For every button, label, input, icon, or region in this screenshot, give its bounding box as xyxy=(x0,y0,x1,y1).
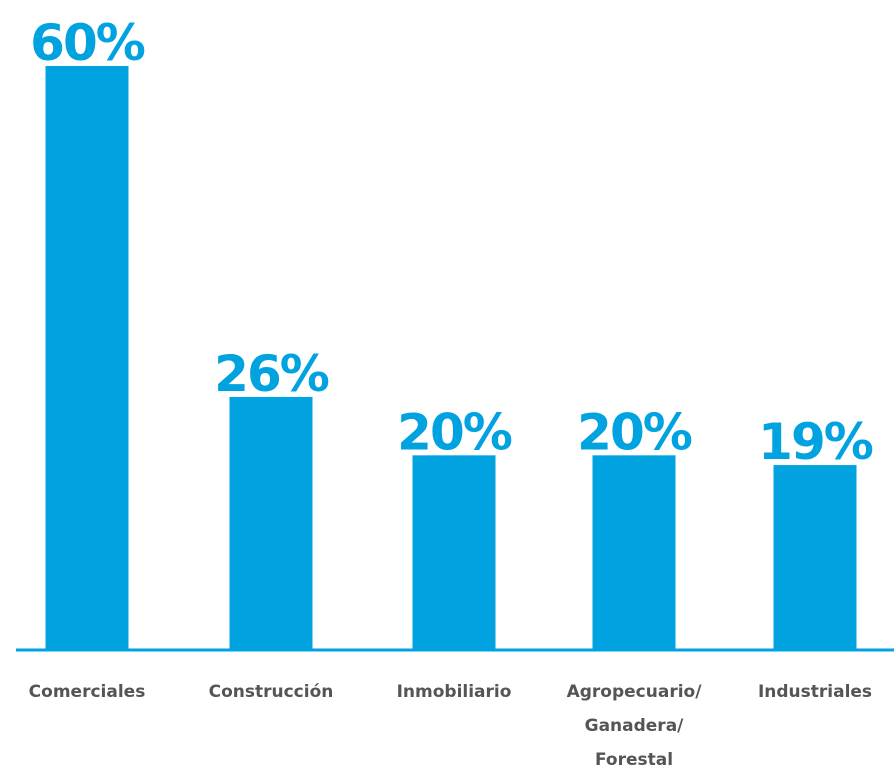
value-label-5: 19% xyxy=(758,413,873,471)
bar-4 xyxy=(592,455,676,650)
category-label-line: Construcción xyxy=(209,682,334,702)
value-label-3: 20% xyxy=(397,403,512,461)
bar-1 xyxy=(45,66,129,650)
bar-3 xyxy=(412,455,496,650)
bar-5 xyxy=(773,465,857,650)
bar-2 xyxy=(229,396,313,650)
category-label-line: Agropecuario/ xyxy=(567,682,703,702)
category-label-5: Industriales xyxy=(758,682,872,702)
category-label-4: Agropecuario/Ganadera/Forestal xyxy=(567,682,703,765)
category-label-line: Inmobiliario xyxy=(397,682,512,702)
category-label-1: Comerciales xyxy=(29,682,146,702)
value-label-2: 26% xyxy=(214,345,329,403)
value-labels-group: 60% 26% 20% 20% 19% xyxy=(30,14,875,471)
value-label-1: 60% xyxy=(30,14,145,72)
category-label-2: Construcción xyxy=(209,682,334,702)
category-label-3: Inmobiliario xyxy=(397,682,512,702)
category-label-line: Ganadera/ xyxy=(585,716,685,736)
category-label-line: Forestal xyxy=(595,750,673,765)
category-labels-group: Comerciales Construcción Inmobiliario Agrop… xyxy=(29,682,872,765)
bars-group xyxy=(45,66,857,650)
category-label-line: Comerciales xyxy=(29,682,146,702)
value-label-4: 20% xyxy=(577,403,692,461)
category-label-line: Industriales xyxy=(758,682,872,702)
